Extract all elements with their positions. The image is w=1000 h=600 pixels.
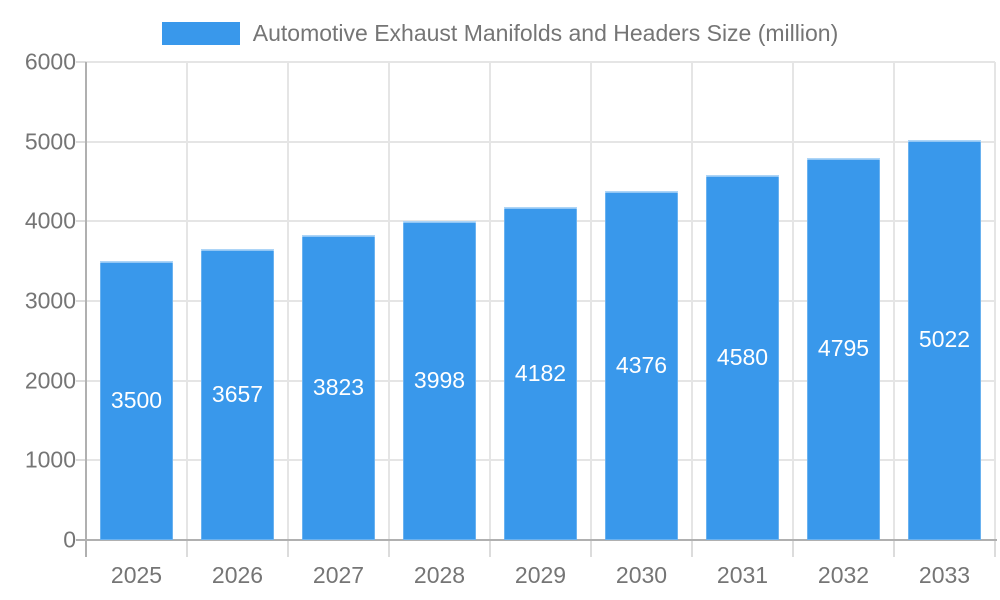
- bar: [605, 191, 678, 540]
- bar-value-label: 4182: [514, 359, 567, 386]
- y-axis-label: 5000: [24, 128, 76, 155]
- bar: [403, 221, 476, 540]
- x-axis-label: 2029: [514, 562, 567, 588]
- y-axis-label: 2000: [24, 367, 76, 394]
- x-axis-line: [76, 539, 997, 541]
- bar: [302, 235, 375, 540]
- y-tick: [76, 379, 86, 382]
- x-tick: [287, 540, 289, 557]
- bar-value-label: 3500: [110, 387, 163, 414]
- bar-value-label: 4795: [817, 335, 870, 362]
- bar-value-label: 4376: [615, 352, 668, 379]
- gridline-vertical: [287, 62, 289, 540]
- bar: [100, 261, 173, 540]
- x-tick: [792, 540, 794, 557]
- gridline-vertical: [186, 62, 188, 540]
- y-axis-line: [85, 62, 87, 557]
- y-tick: [76, 300, 86, 302]
- gridline-vertical: [388, 62, 390, 540]
- bar: [504, 206, 577, 540]
- x-axis-label: 2031: [716, 562, 769, 588]
- bar-value-label: 4580: [716, 344, 769, 371]
- gridline-horizontal: [86, 61, 995, 63]
- x-tick: [489, 540, 491, 557]
- legend-label: Automotive Exhaust Manifolds and Headers…: [252, 19, 839, 46]
- x-axis-label: 2025: [110, 562, 163, 588]
- y-tick: [76, 140, 86, 143]
- legend-swatch: [161, 21, 240, 45]
- x-tick: [994, 540, 996, 557]
- x-tick: [893, 540, 895, 557]
- x-tick: [388, 540, 390, 557]
- bar-value-label: 3823: [312, 374, 365, 401]
- y-axis-label: 4000: [24, 207, 76, 234]
- x-tick: [691, 540, 693, 557]
- gridline-vertical: [994, 62, 996, 540]
- y-axis-label: 1000: [24, 446, 76, 473]
- bar: [908, 139, 981, 540]
- x-axis-label: 2033: [918, 562, 971, 588]
- y-axis-label: 3000: [24, 287, 76, 314]
- bar-value-label: 3998: [413, 367, 466, 394]
- x-axis-label: 2028: [413, 562, 466, 588]
- y-tick: [76, 61, 86, 63]
- gridline-vertical: [792, 62, 794, 540]
- y-tick: [76, 220, 86, 223]
- bar: [807, 157, 880, 540]
- x-axis-label: 2032: [817, 562, 870, 588]
- y-axis-label: 6000: [24, 48, 76, 75]
- x-tick: [186, 540, 188, 557]
- x-axis-label: 2027: [312, 562, 365, 588]
- legend: Automotive Exhaust Manifolds and Headers…: [0, 10, 1000, 56]
- gridline-vertical: [691, 62, 693, 540]
- x-tick: [590, 540, 592, 557]
- gridline-vertical: [590, 62, 592, 540]
- y-tick: [76, 459, 86, 462]
- bar-value-label: 5022: [918, 326, 971, 353]
- bar: [706, 175, 779, 540]
- gridline-vertical: [489, 62, 491, 540]
- gridline-vertical: [893, 62, 895, 540]
- bar: [201, 248, 274, 540]
- gridline-horizontal: [86, 140, 995, 143]
- y-axis-label: 0: [63, 526, 76, 553]
- bar-value-label: 3657: [211, 380, 264, 407]
- x-axis-label: 2026: [211, 562, 264, 588]
- x-axis-label: 2030: [615, 562, 668, 588]
